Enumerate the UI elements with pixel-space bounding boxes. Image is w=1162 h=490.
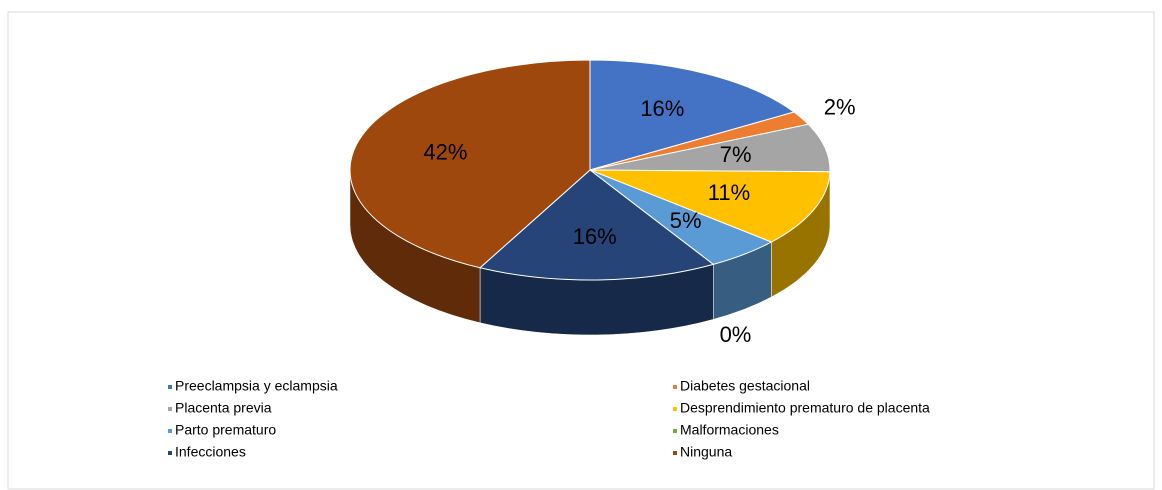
legend-swatch bbox=[168, 407, 172, 411]
slice bbox=[478, 169, 715, 281]
legend-swatch bbox=[168, 429, 172, 433]
legend-label: Infecciones bbox=[175, 444, 246, 460]
legend-swatch bbox=[673, 429, 677, 433]
data-label: 16% bbox=[573, 224, 617, 249]
slice-tops bbox=[349, 59, 831, 281]
legend-label: Malformaciones bbox=[680, 422, 779, 438]
data-label: 7% bbox=[720, 142, 752, 167]
slice bbox=[349, 59, 591, 269]
slice bbox=[589, 59, 796, 171]
legend-swatch bbox=[168, 451, 172, 455]
legend-label: Placenta previa bbox=[175, 400, 272, 416]
data-label: 11% bbox=[708, 180, 750, 205]
legend-swatch bbox=[673, 407, 677, 411]
legend-swatch bbox=[168, 385, 172, 389]
slice bbox=[589, 123, 831, 173]
legend-label: Desprendimiento prematuro de placenta bbox=[680, 400, 930, 416]
legend-label: Diabetes gestacional bbox=[680, 378, 810, 394]
slice-sides bbox=[349, 169, 831, 336]
legend-label: Preeclampsia y eclampsia bbox=[175, 378, 338, 394]
legend-swatch bbox=[673, 385, 677, 389]
legend-label: Parto prematuro bbox=[175, 422, 276, 438]
data-label: 5% bbox=[670, 208, 702, 233]
legend-swatch bbox=[673, 451, 677, 455]
slice bbox=[589, 169, 831, 243]
legend-label: Ninguna bbox=[680, 444, 732, 460]
data-label: 42% bbox=[423, 140, 467, 165]
chart-frame bbox=[7, 11, 1155, 490]
data-label: 16% bbox=[640, 96, 684, 121]
data-label: 2% bbox=[824, 95, 856, 120]
data-label: 0% bbox=[720, 322, 752, 347]
